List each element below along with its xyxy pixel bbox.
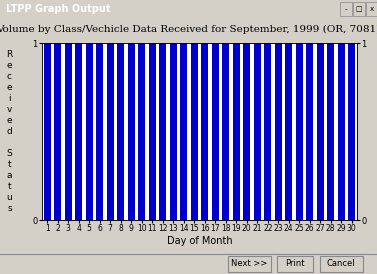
Bar — [44, 43, 51, 220]
Bar — [233, 43, 240, 220]
Text: s: s — [7, 204, 12, 213]
Text: c: c — [7, 72, 12, 81]
Bar — [254, 43, 261, 220]
Text: v: v — [7, 105, 12, 114]
Text: d: d — [6, 127, 12, 136]
Text: Print: Print — [285, 259, 304, 268]
Bar — [149, 43, 156, 220]
Bar — [307, 43, 313, 220]
Text: u: u — [6, 193, 12, 202]
Bar — [212, 43, 219, 220]
FancyBboxPatch shape — [353, 2, 365, 16]
Bar — [191, 43, 198, 220]
Text: Next >>: Next >> — [231, 259, 267, 268]
FancyBboxPatch shape — [366, 2, 377, 16]
Bar — [180, 43, 187, 220]
FancyBboxPatch shape — [340, 2, 352, 16]
X-axis label: Day of Month: Day of Month — [167, 236, 232, 246]
Text: a: a — [7, 171, 12, 180]
Text: x: x — [370, 6, 374, 12]
Text: e: e — [7, 116, 12, 125]
Bar — [285, 43, 292, 220]
Text: i: i — [8, 94, 11, 103]
Text: t: t — [8, 182, 11, 191]
Bar — [97, 43, 103, 220]
Text: -: - — [345, 6, 347, 12]
Bar — [222, 43, 229, 220]
Bar — [348, 43, 355, 220]
Bar — [338, 43, 345, 220]
Bar — [86, 43, 93, 220]
FancyBboxPatch shape — [227, 255, 271, 272]
Bar — [170, 43, 177, 220]
Bar — [117, 43, 124, 220]
Text: S: S — [6, 149, 12, 158]
Text: e: e — [7, 61, 12, 70]
Bar — [65, 43, 72, 220]
Bar — [296, 43, 303, 220]
Bar — [243, 43, 250, 220]
Bar — [327, 43, 334, 220]
Text: e: e — [7, 83, 12, 92]
Bar — [54, 43, 61, 220]
Bar — [201, 43, 208, 220]
Text: LTPP Graph Output: LTPP Graph Output — [6, 4, 110, 14]
Bar — [159, 43, 166, 220]
Bar — [317, 43, 324, 220]
Text: t: t — [8, 160, 11, 169]
Text: R: R — [6, 50, 12, 59]
Text: Cancel: Cancel — [327, 259, 355, 268]
Bar — [138, 43, 145, 220]
Bar — [275, 43, 282, 220]
Bar — [264, 43, 271, 220]
FancyBboxPatch shape — [276, 255, 313, 272]
Text: Volume by Class/Vechicle Data Received for September, 1999 (OR, 7081): Volume by Class/Vechicle Data Received f… — [0, 25, 377, 34]
Bar — [75, 43, 82, 220]
Bar — [128, 43, 135, 220]
FancyBboxPatch shape — [319, 255, 363, 272]
Bar — [107, 43, 113, 220]
Text: □: □ — [356, 6, 362, 12]
